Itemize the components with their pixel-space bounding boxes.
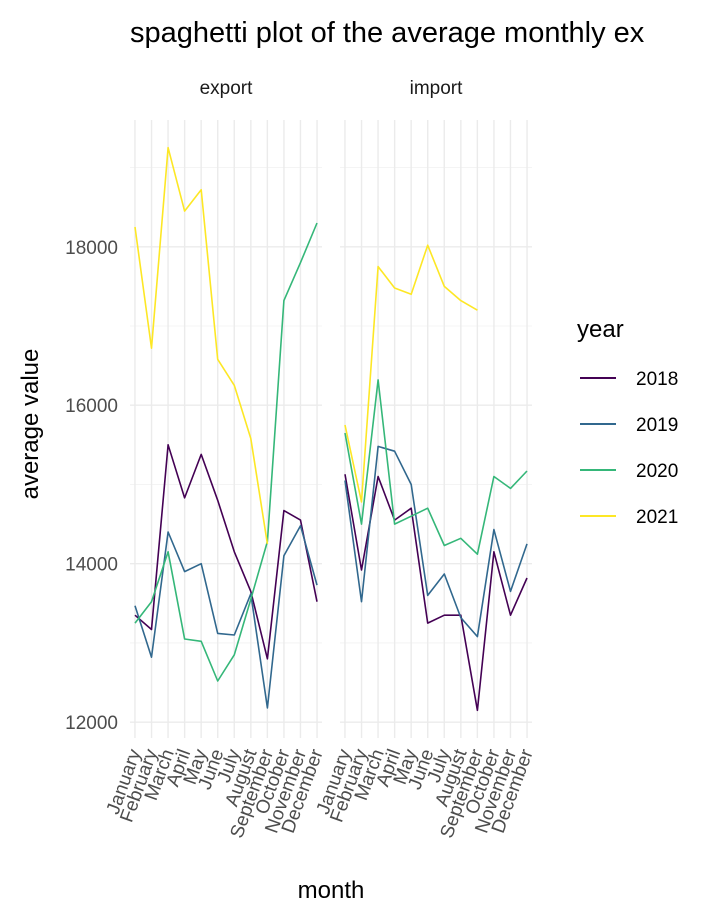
- series-line-import-2021: [344, 244, 478, 503]
- y-axis-title: average value: [17, 349, 44, 500]
- y-tick-label: 12000: [65, 713, 118, 734]
- legend-label-2018: 2018: [636, 369, 678, 390]
- y-tick-label: 14000: [65, 555, 118, 576]
- facet-panel-export: exportJanuaryFebruaryMarchAprilMayJuneJu…: [103, 78, 328, 841]
- series-line-import-2018: [344, 474, 528, 712]
- series-line-export-2020: [134, 222, 318, 682]
- legend-label-2020: 2020: [636, 461, 678, 482]
- series-line-import-2019: [344, 445, 528, 638]
- facet-panel-import: importJanuaryFebruaryMarchAprilMayJuneJu…: [313, 78, 538, 841]
- legend-label-2019: 2019: [636, 415, 678, 436]
- x-axis-title: month: [298, 877, 365, 904]
- series-line-export-2021: [134, 146, 269, 545]
- series-line-export-2018: [134, 444, 318, 660]
- facet-panels: exportJanuaryFebruaryMarchAprilMayJuneJu…: [103, 78, 538, 841]
- y-tick-label: 18000: [65, 238, 118, 259]
- series-line-export-2019: [134, 524, 318, 709]
- legend-title: year: [577, 316, 624, 343]
- facet-label-export: export: [200, 78, 254, 99]
- legend-label-2021: 2021: [636, 507, 678, 528]
- y-axis-ticks: 12000 14000 16000 18000: [65, 238, 118, 734]
- series-line-import-2020: [344, 379, 528, 555]
- y-tick-label: 16000: [65, 396, 118, 417]
- facet-label-import: import: [410, 78, 464, 99]
- chart-title: spaghetti plot of the average monthly ex: [130, 17, 645, 49]
- legend: year 2018 2019 2020 2021: [577, 316, 678, 528]
